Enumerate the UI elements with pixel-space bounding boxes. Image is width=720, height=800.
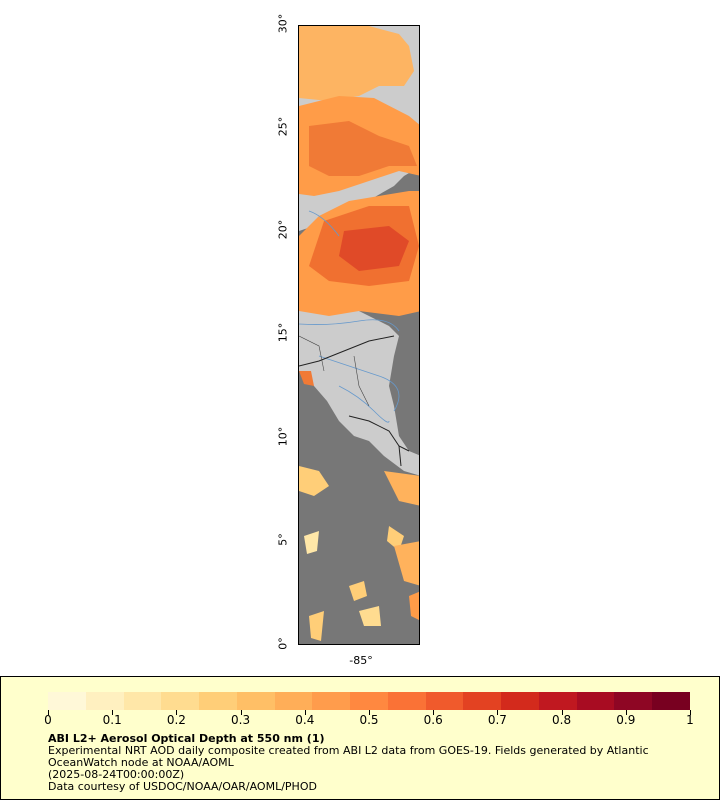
legend-timestamp: (2025-08-24T00:00:00Z) [48,768,185,781]
aod-patch-8 [309,611,324,641]
aod-colorbar [48,692,691,710]
border-line-2 [348,415,410,452]
border-line-3 [299,335,325,372]
aod-plume-central3 [339,226,409,271]
lat-label-20: 20° [276,219,290,240]
lat-label-25: 25° [276,116,290,137]
legend-description-line1: Experimental NRT AOD daily composite cre… [48,744,649,757]
colorbar-segment [85,692,124,710]
colorbar-segment [350,692,388,710]
colorbar-tick-label: 0.1 [102,713,122,727]
aod-patch-6 [304,531,319,554]
colorbar-tick [625,710,627,715]
colorbar-segment [425,692,464,710]
river-line-2 [318,355,400,412]
lat-label-30: 30° [276,13,290,34]
colorbar-segment [274,692,313,710]
aod-patch-3 [387,526,404,551]
colorbar-segment [501,692,539,710]
colorbar-tick-label: 0.7 [487,713,507,727]
colorbar-segment [123,692,162,710]
legend-description-line2: OceanWatch node at NOAA/AOML [48,756,234,769]
aod-patch-5 [349,581,367,601]
colorbar-tick [433,710,435,715]
legend-title: ABI L2+ Aerosol Optical Depth at 550 nm … [48,732,325,745]
aod-patch-2 [384,471,419,506]
colorbar-tick-label: 1 [686,713,694,727]
colorbar-segment [538,692,577,710]
colorbar-tick [176,710,178,715]
border-line-1 [299,335,395,367]
colorbar-tick-label: 0.6 [423,713,443,727]
lat-label-0: 0° [276,637,290,650]
legend-data-credit: Data courtesy of USDOC/NOAA/OAR/AOML/PHO… [48,780,317,793]
aod-map [299,26,419,641]
river-line-3 [338,385,390,423]
aod-plume-north [299,26,414,101]
aod-patch-7 [409,591,419,620]
colorbar-tick [497,710,499,715]
colorbar-segment [161,692,200,710]
river-line-4 [308,210,340,237]
lon-label-85w: -85° [349,654,373,667]
colorbar-segment [614,692,653,710]
colorbar-tick [48,710,49,715]
colorbar-tick [304,710,306,715]
colorbar-segment [387,692,426,710]
colorbar-tick [690,710,691,715]
colorbar-tick-label: 0 [44,713,52,727]
lat-label-10: 10° [276,426,290,447]
colorbar-tick [240,710,242,715]
lat-label-5: 5° [276,533,290,546]
colorbar-tick-label: 0.3 [231,713,251,727]
colorbar-segment [576,692,615,710]
colorbar-tick [369,710,370,715]
lat-label-15: 15° [276,322,290,343]
legend-panel: 0 0.1 0.2 0.3 0.4 0.5 0.6 0.7 0.8 0.9 1 ABI L2+ Ae… [0,676,720,800]
colorbar-tick-label: 0.5 [359,713,379,727]
aod-plume-north3 [309,121,417,176]
colorbar-tick [112,710,114,715]
aod-patch-1 [299,466,329,496]
colorbar-tick-label: 0.8 [552,713,572,727]
colorbar-tick-label: 0.4 [295,713,315,727]
colorbar-segment [312,692,351,710]
colorbar-segment [199,692,237,710]
colorbar-tick [561,710,563,715]
river-line-1 [299,319,400,332]
colorbar-tick-label: 0.9 [616,713,636,727]
aod-patch-10 [299,371,314,386]
map-panel[interactable] [298,25,420,645]
aod-patch-4 [394,541,419,586]
aod-patch-9 [359,606,381,626]
colorbar-segment [463,692,502,710]
colorbar-segment [236,692,275,710]
colorbar-tick-label: 0.2 [166,713,186,727]
colorbar-segment [48,692,86,710]
border-line-4 [353,355,370,407]
land-central-america [299,311,419,476]
border-line-5 [398,445,402,467]
colorbar-segment [652,692,691,710]
